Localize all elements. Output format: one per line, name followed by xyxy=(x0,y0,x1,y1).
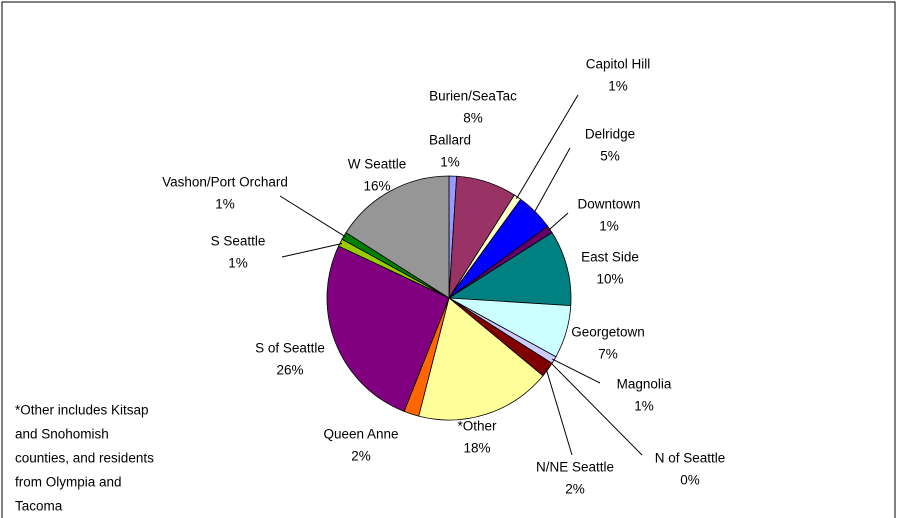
slice-value-label: 1% xyxy=(608,79,628,94)
slice-label: Downtown xyxy=(577,197,640,212)
leader-line xyxy=(547,212,569,231)
slice-value-label: 1% xyxy=(634,399,654,414)
slice-label: Ballard xyxy=(429,133,471,148)
slice-value-label: 5% xyxy=(600,149,620,164)
slice-label: Vashon/Port Orchard xyxy=(162,175,288,190)
slice-value-label: 1% xyxy=(599,219,619,234)
leader-line xyxy=(279,195,346,238)
footnote: and Snohomish xyxy=(15,427,109,442)
slice-label: N/NE Seattle xyxy=(536,460,614,475)
leader-line xyxy=(545,368,573,456)
pie-slice xyxy=(418,297,544,421)
leader-line xyxy=(552,358,601,384)
slice-label: Delridge xyxy=(585,127,635,142)
pie-slice xyxy=(345,175,450,299)
slice-label: W Seattle xyxy=(348,157,407,172)
slice-label: Georgetown xyxy=(571,325,645,340)
slice-value-label: 1% xyxy=(215,197,235,212)
leader-line xyxy=(281,243,343,258)
slice-value-label: 7% xyxy=(598,347,618,362)
footnote: counties, and residents xyxy=(15,451,154,466)
slice-label: *Other xyxy=(457,419,497,434)
slice-value-label: 26% xyxy=(276,363,303,378)
footnote: from Olympia and xyxy=(15,475,122,490)
pie-slice xyxy=(447,232,572,307)
footnote: *Other includes Kitsap xyxy=(15,403,149,418)
slice-label: Queen Anne xyxy=(323,427,398,442)
slice-value-label: 2% xyxy=(565,482,585,497)
slice-label: Capitol Hill xyxy=(586,57,651,72)
footnote: Tacoma xyxy=(15,499,63,514)
slice-value-label: 18% xyxy=(463,441,490,456)
slice-value-label: 1% xyxy=(228,256,248,271)
slice-value-label: 16% xyxy=(363,179,390,194)
slice-label: S Seattle xyxy=(211,234,266,249)
leader-line xyxy=(516,94,579,200)
slice-value-label: 10% xyxy=(596,272,623,287)
slice-value-label: 0% xyxy=(680,473,700,488)
slice-value-label: 8% xyxy=(463,111,483,126)
slice-value-label: 2% xyxy=(351,449,371,464)
slice-label: East Side xyxy=(581,250,639,265)
leader-line xyxy=(533,147,571,214)
slice-label: S of Seattle xyxy=(255,341,325,356)
pie-slice xyxy=(326,245,450,412)
leader-line xyxy=(549,361,643,456)
slice-value-label: 1% xyxy=(440,155,460,170)
slice-label: Magnolia xyxy=(617,377,672,392)
slice-label: N of Seattle xyxy=(655,451,726,466)
slice-label: Burien/SeaTac xyxy=(429,89,517,104)
